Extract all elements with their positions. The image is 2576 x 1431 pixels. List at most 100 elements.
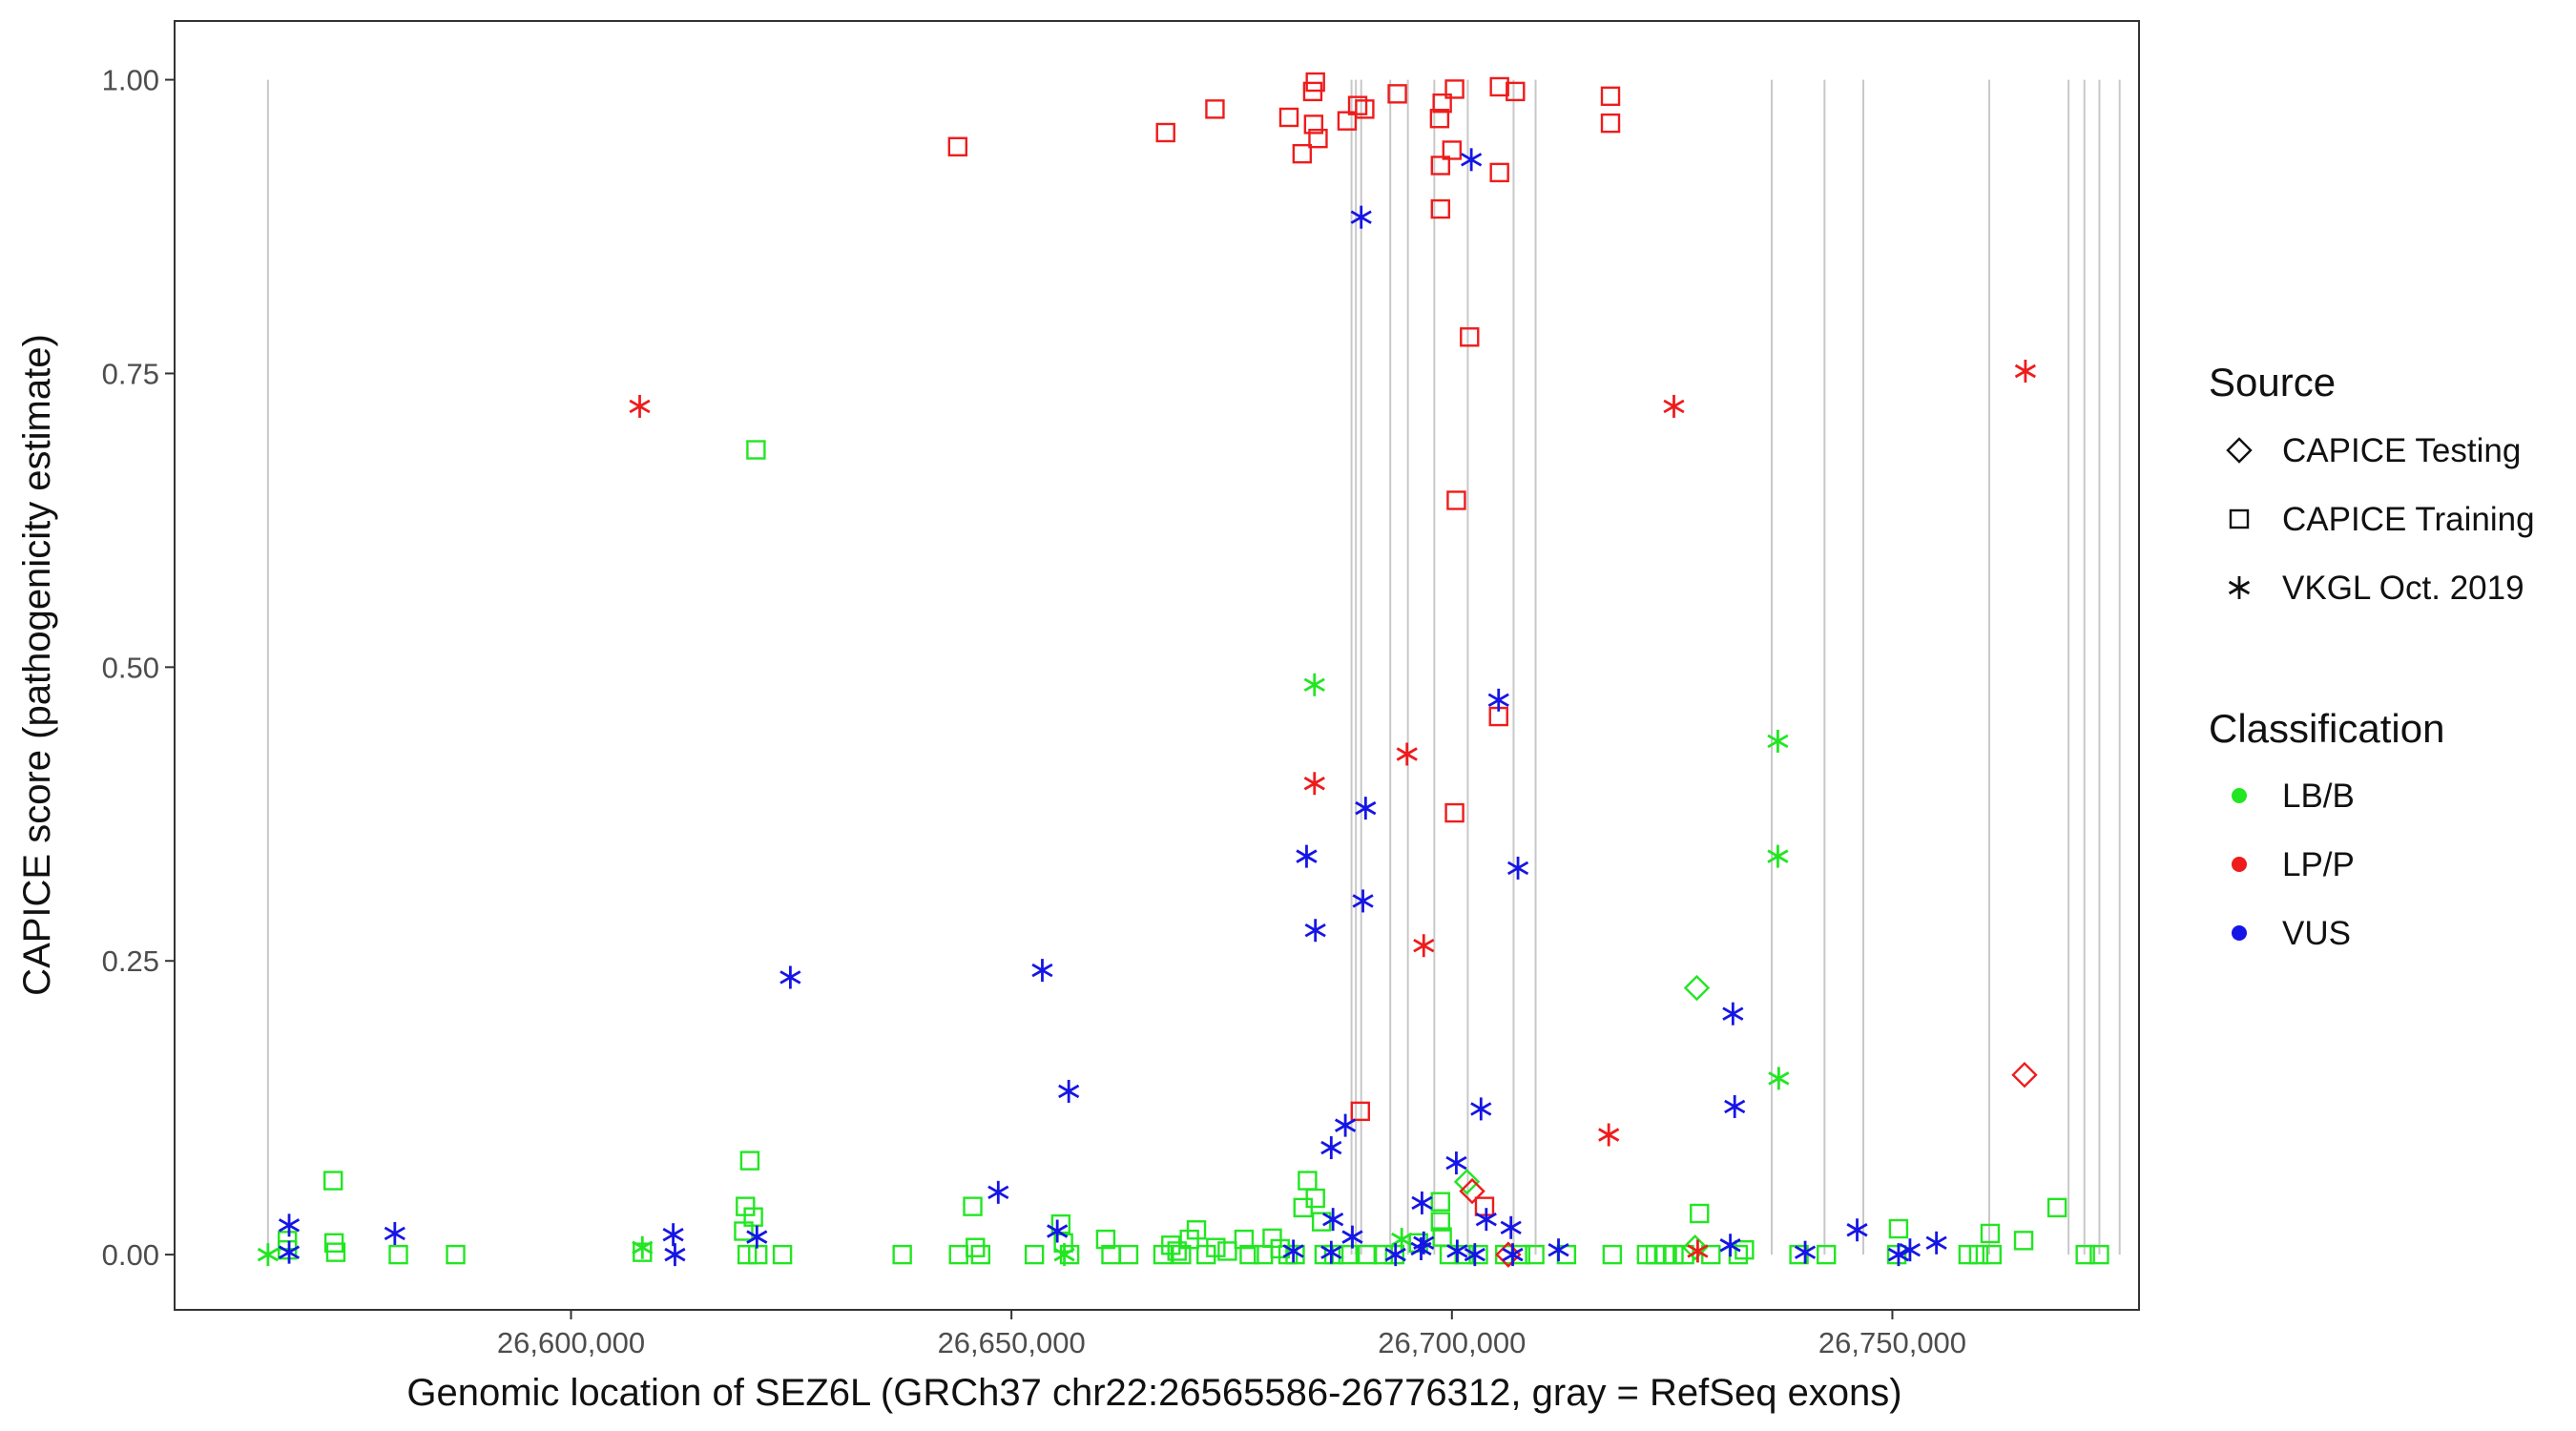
vkgl-point [1768,1067,1790,1090]
vkgl-point [1719,1234,1741,1257]
vkgl-point [1461,148,1483,172]
training-point [1886,1244,1907,1265]
vkgl-point [1722,1002,1744,1026]
vkgl-point [1350,205,1372,229]
x-tick-label: 26,700,000 [1378,1326,1526,1359]
legend-color-key [2232,857,2247,872]
training-point [1489,76,1509,97]
vkgl-point [1767,844,1789,868]
training-point [1155,122,1175,143]
vkgl-point [1470,1097,1492,1121]
vkgl-point [2014,359,2036,383]
vkgl-point [1899,1238,1922,1262]
vkgl-point [1303,673,1325,696]
vkgl-point [1413,1231,1435,1255]
training-point [1387,84,1407,104]
training-point [970,1244,991,1265]
legend-class-label: VUS [2282,915,2351,952]
y-axis: 0.00 0.25 0.50 0.75 1.00 [102,64,175,1272]
vkgl-point [1384,1243,1406,1267]
training-point [1664,1244,1684,1265]
vkgl-point [1767,729,1789,753]
training-point [1305,72,1325,93]
vkgl-point [1687,1239,1709,1263]
training-point [1430,1212,1451,1232]
vkgl-point [662,1223,684,1247]
vkgl-point [1724,1094,1746,1118]
legend-classification-title: Classification [2209,706,2444,751]
vkgl-point [1047,1219,1069,1243]
vkgl-point [1663,394,1685,418]
training-point [1446,490,1466,510]
training-point [1217,1241,1237,1261]
legend-diamond-key [2226,437,2253,464]
training-point [1817,1244,1837,1265]
training-point [1337,111,1358,131]
training-point [1205,99,1225,119]
training-point [1958,1244,1979,1265]
vkgl-point [1053,1243,1075,1267]
training-point [772,1244,793,1265]
training-point [1118,1244,1139,1265]
training-point [737,1244,758,1265]
vkgl-point [1445,1151,1467,1175]
training-point [1186,1220,1207,1240]
training-point [1444,802,1465,823]
vkgl-point [1355,797,1377,820]
training-point [1430,198,1451,219]
testing-point [1459,1177,1485,1205]
training-point [746,440,766,460]
vkgl-point [1925,1231,1947,1255]
legend-source-title: Source [2209,360,2336,404]
vkgl-point [1341,1225,1363,1249]
y-tick-label: 0.25 [102,944,159,978]
training-point [1350,1101,1370,1122]
vkgl-point [1320,1136,1342,1160]
training-point [446,1244,466,1265]
vkgl-point [1487,688,1509,712]
y-tick-label: 0.75 [102,357,159,390]
training-point [739,1151,760,1171]
vkgl-point [1475,1208,1497,1232]
training-point [1278,107,1299,128]
legend-source-label: CAPICE Testing [2282,432,2521,469]
plot-panel-border [174,20,2140,1311]
training-point [1430,156,1451,176]
training-point [1024,1244,1045,1265]
training-point [1357,1244,1378,1265]
y-tick-label: 1.00 [102,64,159,97]
training-point [1442,140,1463,160]
vkgl-point [1320,1240,1342,1264]
training-point [2089,1244,2109,1265]
training-point [1982,1244,2003,1265]
training-point [1347,95,1368,115]
vkgl-point [1794,1240,1817,1264]
testing-point [2011,1061,2038,1089]
vkgl-point [1058,1079,1080,1103]
training-point [1239,1244,1259,1265]
vkgl-point [1282,1239,1304,1263]
training-point [1489,162,1509,183]
x-axis-title: Genomic location of SEZ6L (GRCh37 chr22:… [406,1372,1901,1414]
testing-point [1495,1241,1522,1268]
vkgl-point [1334,1113,1357,1137]
legend-classification-items: LB/B LP/P VUS [2232,778,2355,952]
training-point [1373,1244,1393,1265]
training-point [1292,143,1313,164]
training-point [1474,1196,1495,1216]
vkgl-point [1413,934,1435,958]
x-tick-label: 26,650,000 [938,1326,1086,1359]
vkgl-point [278,1213,301,1237]
training-point [1430,1192,1451,1212]
vkgl-point [257,1243,279,1267]
vkgl-point [1446,1239,1468,1263]
training-point [1167,1241,1187,1261]
legend-source-items: CAPICE Testing CAPICE Training VKGL Oct. 2… [2226,432,2535,607]
training-point [1355,99,1375,119]
vkgl-point [384,1221,405,1245]
training-point [963,1196,983,1216]
vkgl-point [1598,1123,1620,1147]
vkgl-point [1506,856,1529,880]
